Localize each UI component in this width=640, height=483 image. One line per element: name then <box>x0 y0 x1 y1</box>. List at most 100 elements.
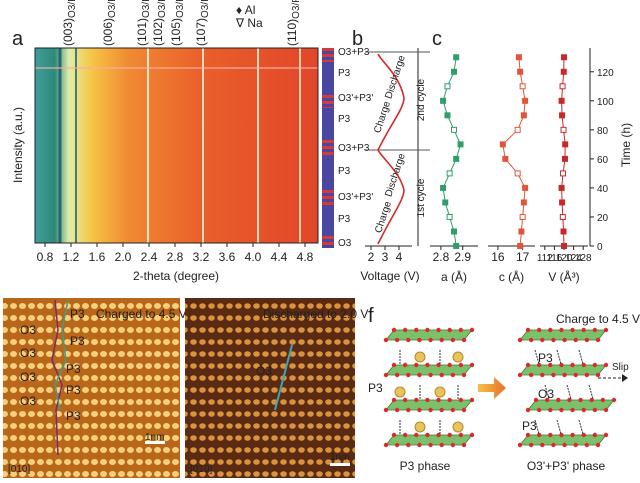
atom-o <box>383 372 389 378</box>
phase-bar <box>322 245 334 248</box>
point <box>514 170 521 177</box>
atom-o <box>447 432 452 438</box>
label: 120 <box>556 253 573 264</box>
heatmap <box>35 48 318 243</box>
atom-o <box>584 372 590 378</box>
atom-o <box>436 397 441 403</box>
label: c (Å) <box>499 269 524 284</box>
atom-o <box>559 432 564 438</box>
bond <box>566 384 572 400</box>
point <box>559 83 566 90</box>
point <box>561 155 568 162</box>
atom-o <box>439 337 444 343</box>
label: ∇ Na <box>235 16 263 30</box>
atom-na <box>434 386 446 398</box>
point <box>561 54 567 61</box>
atom-o <box>573 442 578 448</box>
label: O3 <box>20 323 36 337</box>
phase-bar <box>322 239 334 242</box>
phase-bar <box>322 48 334 51</box>
phase-bar <box>322 51 334 54</box>
scale-bar <box>330 463 350 466</box>
point <box>522 97 529 104</box>
point <box>440 184 447 191</box>
atom-o <box>391 432 397 438</box>
sub: O3/P3 <box>67 0 78 18</box>
phase-bar <box>322 199 334 202</box>
atom-o <box>540 372 545 378</box>
label: O3 <box>20 370 36 384</box>
label: P3 <box>368 381 383 395</box>
label: P3 <box>522 419 537 433</box>
atom-o <box>425 327 430 333</box>
atom-o <box>417 337 422 343</box>
atom-o <box>540 442 545 448</box>
atom-o <box>414 397 419 403</box>
atom-o <box>611 397 617 403</box>
point <box>560 170 567 177</box>
atom-o <box>517 372 523 378</box>
label: 0 <box>597 242 603 253</box>
atom-o <box>461 372 467 378</box>
atom-o <box>402 362 408 368</box>
point <box>514 126 521 133</box>
atom-o <box>548 362 553 368</box>
phase-bar <box>322 190 334 193</box>
voltage-curve <box>377 53 405 245</box>
hkl: (107) <box>194 18 208 46</box>
atom-o <box>469 397 475 403</box>
atom-o <box>540 337 545 343</box>
atom-o <box>551 337 556 343</box>
atom-o <box>581 362 586 368</box>
sub: O3/P3 <box>175 0 186 18</box>
atom-o <box>570 432 575 438</box>
phase-bar <box>322 108 334 140</box>
label: O3 <box>256 364 272 378</box>
phase-bar <box>322 149 334 152</box>
label: Discharged to 2.0 V <box>263 307 368 321</box>
phase-bar <box>322 62 334 95</box>
atom-o <box>533 397 539 403</box>
atom-o <box>525 362 531 368</box>
bond <box>556 419 562 435</box>
phase-bar <box>322 158 334 190</box>
atom-o <box>536 327 542 333</box>
peak-label: (107)O3/P3 <box>194 0 211 46</box>
atom-o <box>383 442 389 448</box>
label: O3 <box>338 238 352 249</box>
atom-o <box>548 407 553 413</box>
trace <box>274 344 293 411</box>
label: P3 <box>66 409 81 423</box>
point <box>558 97 565 104</box>
atom-o <box>406 337 411 343</box>
phase-bar <box>322 146 334 149</box>
label: O3'+P3' phase <box>527 459 606 473</box>
phase-bar <box>322 60 334 63</box>
atom-o <box>573 337 578 343</box>
trace <box>54 299 69 411</box>
atom-o <box>406 442 411 448</box>
bond <box>534 419 540 435</box>
atom-o <box>589 397 594 403</box>
label: P3 <box>70 334 85 348</box>
y-axis-label: Intensity (a.u.) <box>11 107 25 183</box>
point <box>457 141 464 148</box>
label: 40 <box>597 184 609 195</box>
label: [010] <box>190 464 212 475</box>
atom-o <box>536 407 542 413</box>
point <box>520 199 527 206</box>
atom-o <box>394 407 400 413</box>
atom-o <box>458 327 464 333</box>
atom-o <box>447 362 452 368</box>
atom-o <box>428 337 433 343</box>
peak-label: (110)O3/P3 <box>285 0 302 46</box>
atom-o <box>551 442 556 448</box>
atom-o <box>567 397 572 403</box>
atom-o <box>447 327 452 333</box>
point <box>444 112 451 119</box>
atom-o <box>414 432 419 438</box>
point <box>451 68 457 75</box>
phase-bar <box>322 95 334 98</box>
label: 3 <box>382 250 389 264</box>
atom-o <box>544 397 550 403</box>
